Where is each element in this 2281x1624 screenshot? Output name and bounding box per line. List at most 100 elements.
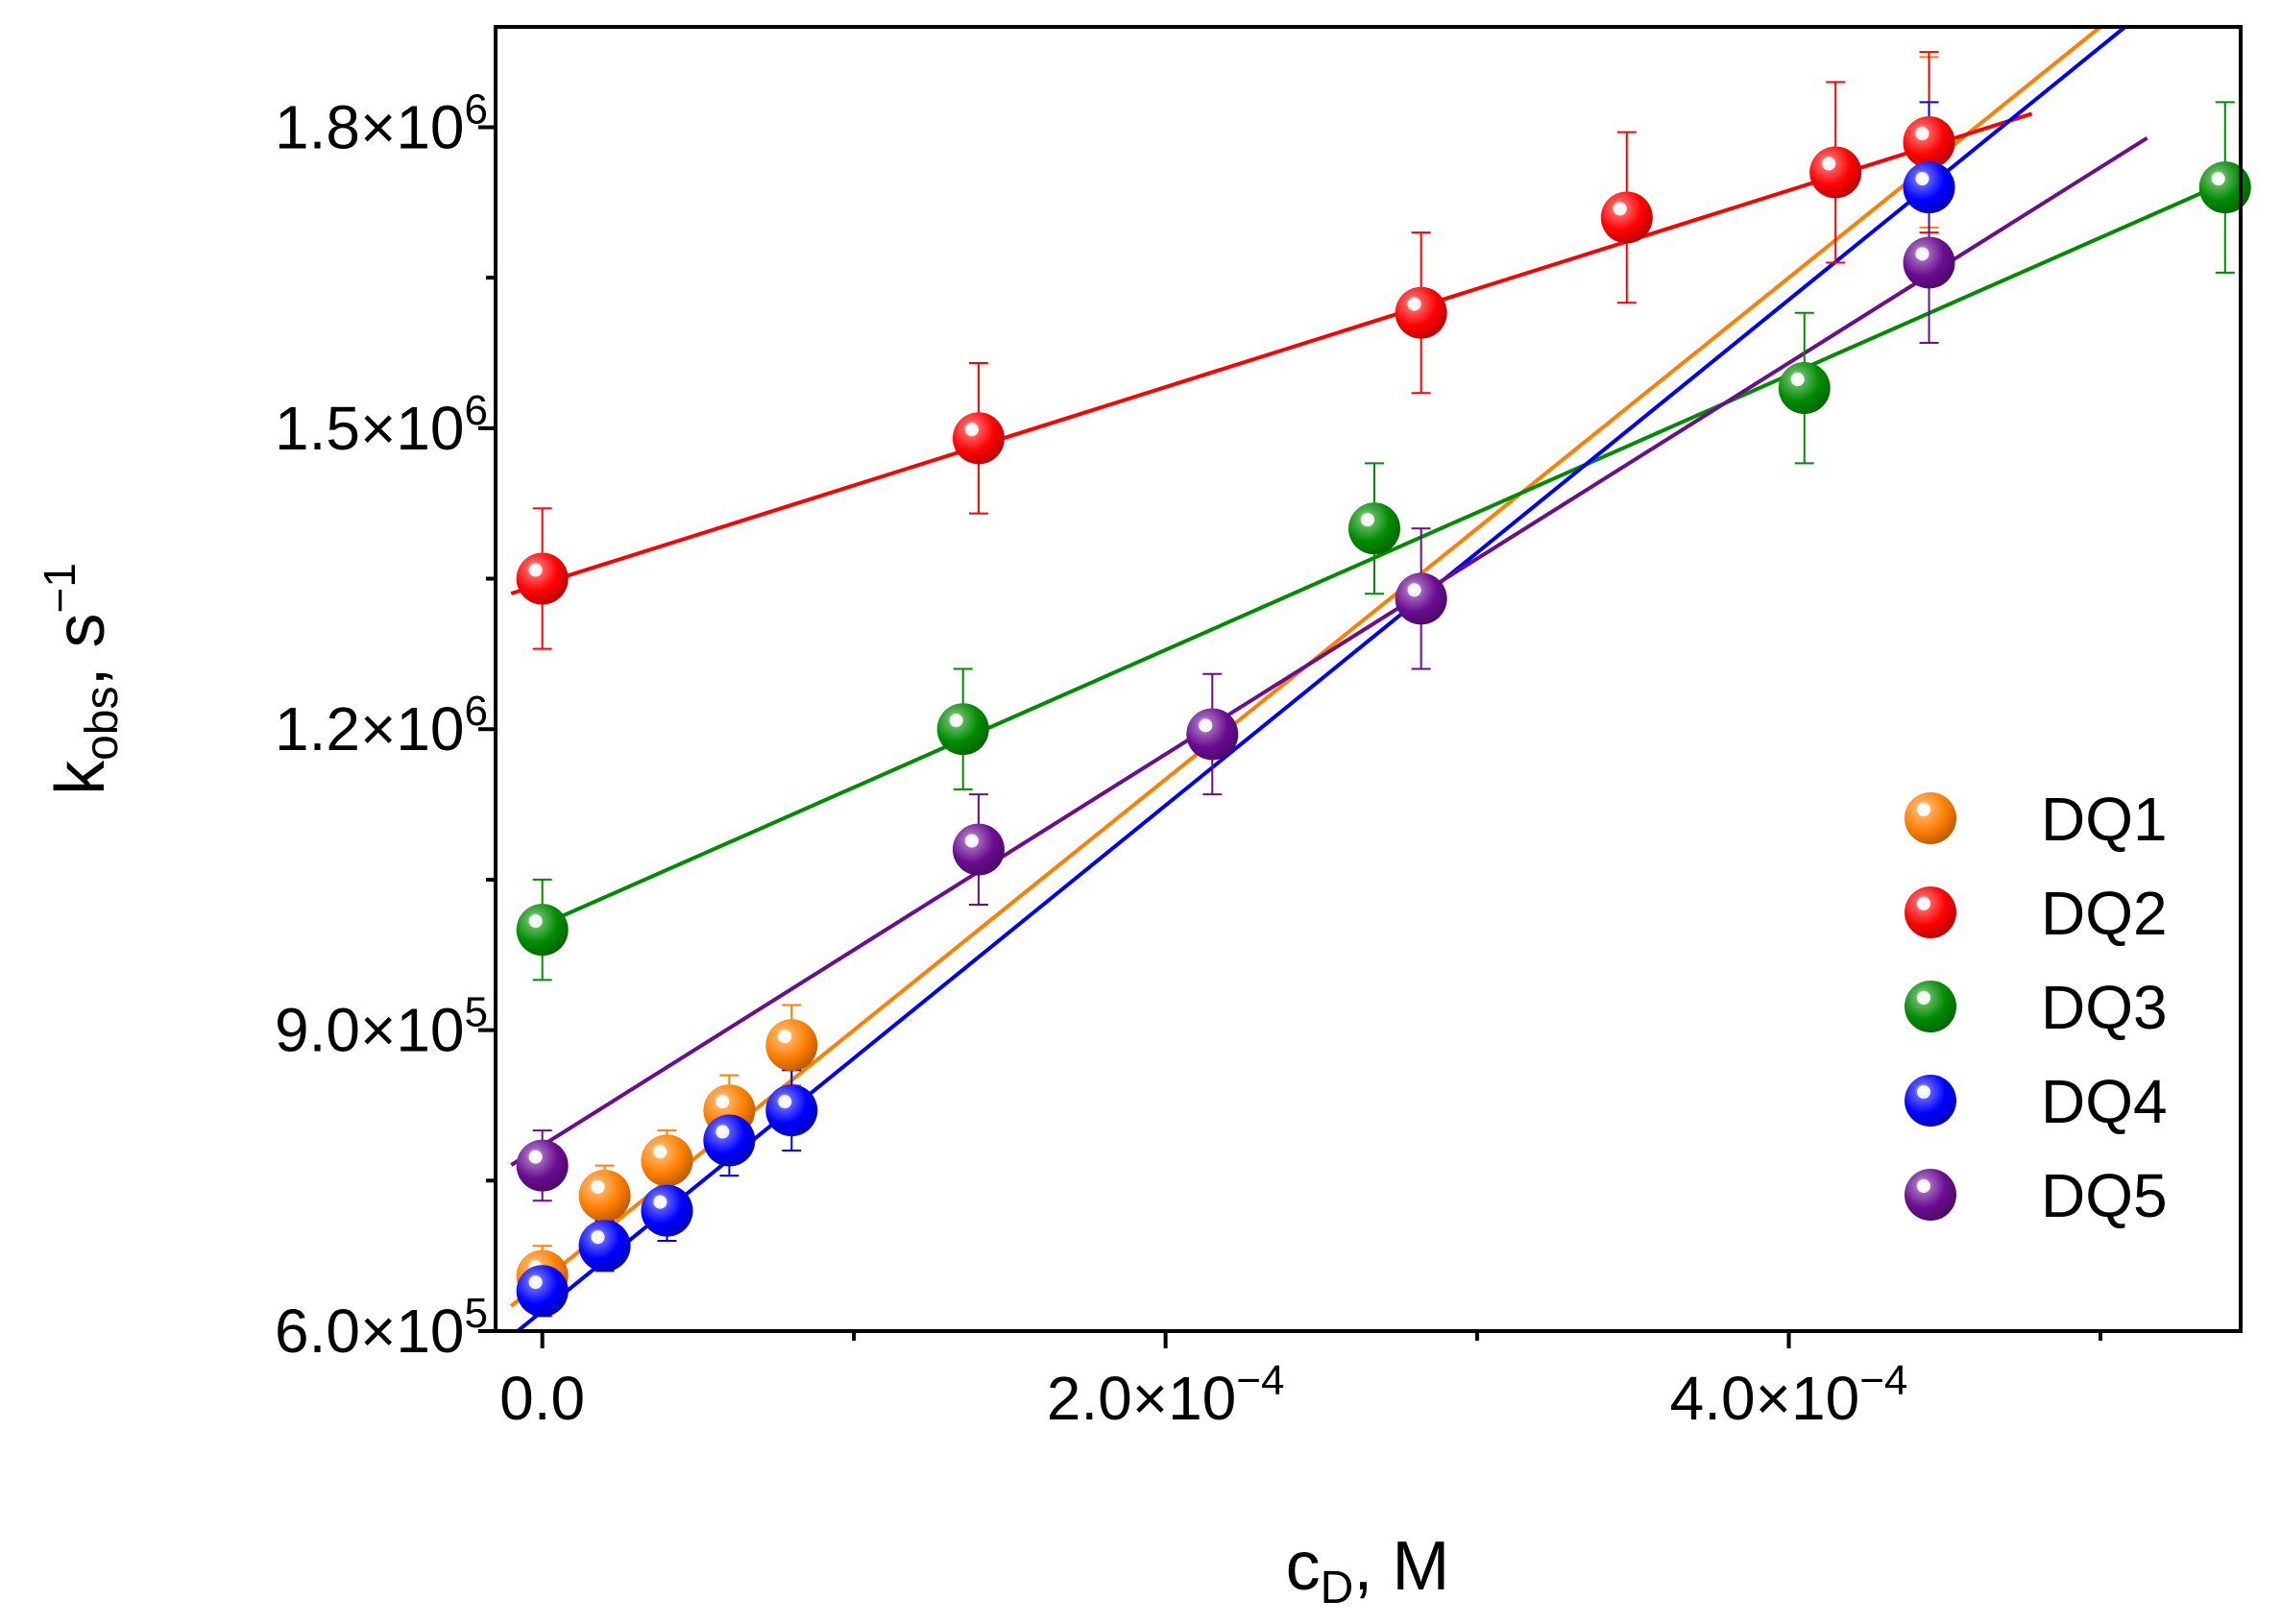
plot-frame xyxy=(494,25,2243,1333)
marker-highlight xyxy=(716,1095,730,1109)
marker-highlight xyxy=(1360,513,1374,527)
y-tick-label: 1.2×106 xyxy=(275,688,488,764)
fit-line-dq5 xyxy=(510,135,2148,1167)
marker-ball xyxy=(1186,708,1239,761)
x-tick-label: 4.0×10−4 xyxy=(1670,1357,1908,1433)
data-point-dq5 xyxy=(1903,236,1955,289)
legend-label: DQ3 xyxy=(2041,973,2168,1042)
tick-labels: 0.0 2.0×10−4 4.0×10−4 6.0×105 9.0×105 1.2×106… xyxy=(275,85,1907,1433)
marker-highlight xyxy=(778,1030,792,1044)
marker-highlight xyxy=(528,914,543,929)
marker-ball xyxy=(1600,191,1653,244)
legend-label: DQ5 xyxy=(2041,1161,2168,1230)
data-point-dq2 xyxy=(1600,191,1653,244)
marker-highlight xyxy=(591,1230,605,1245)
legend-marker xyxy=(1905,1075,1956,1127)
legend-item-dq2: DQ2 xyxy=(1905,879,2168,948)
marker-highlight xyxy=(1915,172,1929,186)
data-point-dq2 xyxy=(516,552,569,605)
data-point-dq1 xyxy=(765,1019,818,1072)
data-point-dq1 xyxy=(641,1134,693,1187)
legend-label: DQ1 xyxy=(2041,785,2168,854)
legend: DQ1 DQ2 DQ3 DQ4 DQ5 xyxy=(1905,785,2168,1230)
legend-item-dq4: DQ4 xyxy=(1905,1067,2168,1136)
legend-label: DQ4 xyxy=(2041,1067,2168,1136)
marker-ball xyxy=(516,904,569,957)
legend-marker xyxy=(1905,1169,1956,1221)
marker-ball xyxy=(765,1019,818,1072)
x-tick-label: 0.0 xyxy=(499,1364,585,1433)
marker-highlight xyxy=(1199,718,1213,733)
marker-ball xyxy=(1809,146,1862,199)
fit-line-dq3 xyxy=(541,181,2226,927)
marker-highlight xyxy=(1917,1085,1930,1099)
data-point-dq3 xyxy=(516,904,569,957)
marker-ball xyxy=(1778,362,1831,415)
marker-ball xyxy=(2198,161,2251,214)
data-point-dq3 xyxy=(936,703,989,756)
y-tick-label: 1.5×106 xyxy=(275,387,488,463)
data-point-dq5 xyxy=(1395,572,1447,625)
marker-ball xyxy=(516,1265,569,1318)
marker-ball xyxy=(1905,886,1956,938)
marker-ball xyxy=(952,823,1005,876)
legend-label: DQ2 xyxy=(2041,879,2168,948)
marker-ball xyxy=(641,1134,693,1187)
fit-line-dq2 xyxy=(510,111,2033,595)
marker-ball xyxy=(1903,236,1955,289)
marker-ball xyxy=(1903,116,1955,169)
marker-highlight xyxy=(653,1145,667,1159)
x-axis-title: cD, M xyxy=(1286,1528,1450,1613)
marker-highlight xyxy=(1822,157,1836,171)
axis-ticks xyxy=(478,125,2102,1348)
marker-highlight xyxy=(1917,1179,1930,1193)
legend-marker xyxy=(1905,792,1956,844)
y-axis-title: kobs, s−1 xyxy=(35,563,128,795)
data-point-dq4 xyxy=(703,1114,756,1167)
data-point-dq4 xyxy=(765,1084,818,1137)
marker-ball xyxy=(703,1114,756,1167)
marker-ball xyxy=(1395,572,1447,625)
marker-highlight xyxy=(1915,247,1929,261)
marker-highlight xyxy=(1915,127,1929,141)
data-point-dq4 xyxy=(641,1184,693,1237)
marker-highlight xyxy=(528,563,543,577)
data-point-dq3 xyxy=(1347,502,1400,555)
data-point-dq5 xyxy=(952,823,1005,876)
data-point-dq3 xyxy=(2198,161,2251,214)
data-point-dq2 xyxy=(1395,286,1447,339)
marker-highlight xyxy=(1407,297,1421,311)
legend-item-dq3: DQ3 xyxy=(1905,973,2168,1042)
data-points xyxy=(516,116,2251,1318)
marker-ball xyxy=(1905,1169,1956,1221)
marker-highlight xyxy=(949,714,963,728)
marker-highlight xyxy=(1917,991,1930,1005)
marker-ball xyxy=(1905,981,1956,1032)
marker-highlight xyxy=(964,834,979,848)
data-point-dq3 xyxy=(1778,362,1831,415)
marker-highlight xyxy=(1917,897,1930,910)
data-point-dq2 xyxy=(1903,116,1955,169)
data-point-dq2 xyxy=(952,412,1005,465)
data-point-dq5 xyxy=(1186,708,1239,761)
marker-ball xyxy=(516,552,569,605)
x-tick-label: 2.0×10−4 xyxy=(1047,1357,1285,1433)
marker-highlight xyxy=(964,423,979,437)
marker-ball xyxy=(765,1084,818,1137)
marker-ball xyxy=(1903,161,1955,214)
marker-highlight xyxy=(528,1275,543,1290)
marker-ball xyxy=(952,412,1005,465)
marker-ball xyxy=(1905,1075,1956,1127)
data-point-dq4 xyxy=(1903,161,1955,214)
marker-ball xyxy=(1395,286,1447,339)
marker-ball xyxy=(578,1220,631,1273)
y-tick-label: 1.8×106 xyxy=(275,85,488,161)
marker-highlight xyxy=(1790,373,1805,387)
marker-highlight xyxy=(2211,172,2225,186)
data-point-dq4 xyxy=(578,1220,631,1273)
marker-ball xyxy=(936,703,989,756)
marker-ball xyxy=(1347,502,1400,555)
legend-item-dq5: DQ5 xyxy=(1905,1161,2168,1230)
